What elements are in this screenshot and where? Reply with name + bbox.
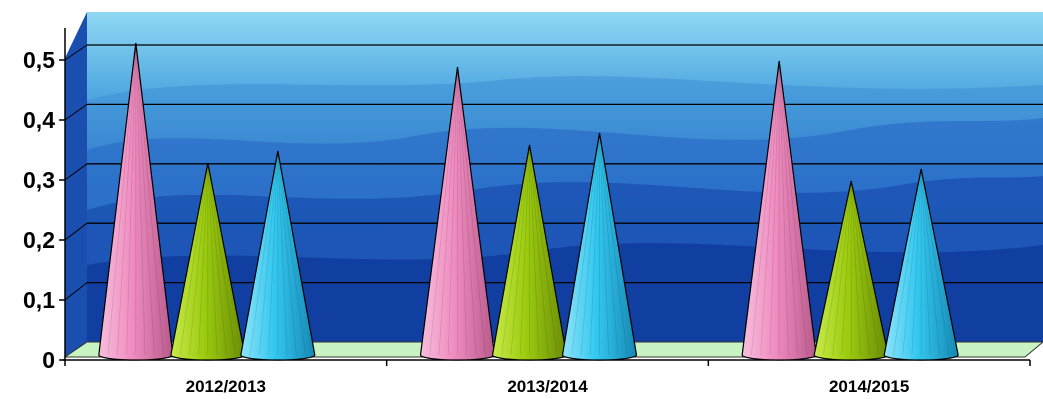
cone-facet <box>911 168 922 356</box>
cone-facet <box>589 132 600 356</box>
cone-facet <box>501 144 530 356</box>
cone-facet <box>447 66 458 356</box>
cone-facet <box>258 150 279 356</box>
cone-facet <box>277 150 297 356</box>
cone-facet <box>116 42 137 356</box>
cone-facet <box>277 150 288 356</box>
cone-facet <box>571 132 600 356</box>
cone-facet <box>277 150 306 356</box>
cone <box>883 168 959 361</box>
cone <box>561 132 638 361</box>
cone <box>240 150 316 361</box>
cone-facet <box>510 144 530 356</box>
x-tick-label: 2012/2013 <box>186 377 266 396</box>
cone-facet <box>135 42 155 356</box>
gridline-side <box>64 103 88 121</box>
cone-facet <box>519 144 530 356</box>
cone-facet <box>135 42 146 356</box>
cone-facet <box>893 168 922 356</box>
y-tick-label: 0 <box>42 347 55 373</box>
cone-facet <box>778 60 789 356</box>
cone-facet <box>751 60 780 356</box>
cone-facet <box>529 144 540 356</box>
cone <box>98 42 174 361</box>
cone-body <box>240 150 316 361</box>
cone-facet <box>850 180 861 356</box>
y-tick-label: 0,4 <box>23 107 55 133</box>
cones <box>98 42 959 361</box>
gridline-side <box>64 163 88 181</box>
cone <box>741 60 817 361</box>
cone-facet <box>135 42 164 356</box>
cone-facet <box>599 132 610 356</box>
cone-facet <box>823 180 852 356</box>
cone-facet <box>429 66 458 356</box>
cone-facet <box>920 168 941 356</box>
cone-facet <box>207 162 236 356</box>
cone-facet <box>841 180 852 356</box>
y-tick-label: 0,1 <box>23 287 55 313</box>
cone-facet <box>107 42 137 356</box>
y-axis-ticks: 0 0,1 0,2 0,3 0,4 0,5 <box>23 47 65 373</box>
cone-facet <box>438 66 458 356</box>
cone-facet <box>850 180 871 356</box>
y-tick-label: 0,3 <box>23 167 55 193</box>
side-wall <box>65 12 87 357</box>
cone-facet <box>529 144 558 356</box>
cone-facet <box>179 162 209 356</box>
cone-facet <box>920 168 931 356</box>
cone-facet <box>850 180 880 356</box>
x-axis-ticks: 2012/2013 2013/2014 2014/2015 <box>64 360 1031 396</box>
y-tick-label: 0,2 <box>23 227 55 253</box>
cone-facet <box>778 60 808 356</box>
cone-facet <box>457 66 477 356</box>
cone-facet <box>580 132 600 356</box>
gridline-side <box>64 44 88 61</box>
cone-facet <box>769 60 780 356</box>
y-tick-label: 0,5 <box>23 47 55 73</box>
gridline-side <box>64 222 88 241</box>
cone-body <box>561 132 638 361</box>
cone-facet <box>778 60 799 356</box>
gridline-side <box>64 282 88 301</box>
gridlines <box>64 44 1043 301</box>
cone-facet <box>198 162 209 356</box>
cone-facet <box>529 144 549 356</box>
cone-facet <box>268 150 279 356</box>
cone-facet <box>457 66 486 356</box>
cone-facet <box>207 162 227 356</box>
cone-facet <box>920 168 950 356</box>
x-tick-label: 2014/2015 <box>829 377 909 396</box>
cone-facet <box>832 180 852 356</box>
x-tick-label: 2013/2014 <box>507 377 588 396</box>
cone <box>813 180 889 361</box>
cone-facet <box>188 162 209 356</box>
cone-facet <box>457 66 468 356</box>
cone-facet <box>207 162 218 356</box>
cone-facet <box>599 132 619 356</box>
cone-facet <box>902 168 922 356</box>
cone-body <box>883 168 959 361</box>
cone-facet <box>249 150 279 356</box>
cone <box>491 144 568 361</box>
cone-facet <box>599 132 628 356</box>
cone-facet <box>760 60 780 356</box>
cone-facet <box>126 42 137 356</box>
